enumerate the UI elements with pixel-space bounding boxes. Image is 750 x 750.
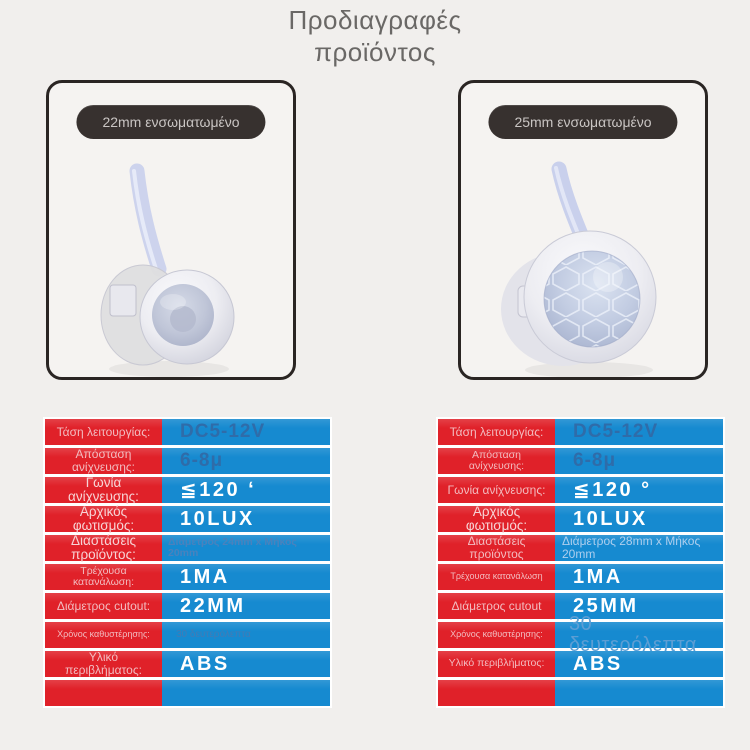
pir-sensor-22mm-image: [100, 163, 235, 377]
size-badge-25mm: 25mm ενσωματωμένο: [488, 105, 678, 139]
page-title: Προδιαγραφές προϊόντος: [0, 5, 750, 68]
spec-label: Χρόνος καθυστέρησης:: [45, 622, 162, 648]
spec-row: Τάση λειτουργίας: DC5-12V: [45, 419, 330, 445]
spec-label: Αρχικός φωτισμός:: [45, 504, 162, 533]
spec-label: Διαστάσεις προϊόντος:: [45, 533, 162, 562]
spec-row: [45, 680, 330, 706]
spec-value: ≦120 °: [555, 477, 723, 503]
spec-row: Χρόνος καθυστέρησης: 30 δευτερόλεπτα: [45, 622, 330, 648]
spec-row: Διαστάσεις προϊόντος: Διάμετρος 24mm x Μή…: [45, 533, 330, 562]
spec-label: [438, 680, 555, 706]
spec-value: 1MA: [162, 564, 330, 590]
spec-row: Υλικό περιβλήματος: ABS: [45, 651, 330, 677]
spec-value: 22MM: [162, 593, 330, 619]
spec-label: [45, 680, 162, 706]
spec-label: Γωνία ανίχνευσης:: [438, 477, 555, 503]
spec-label: Γωνία ανίχνευσης:: [45, 475, 162, 504]
pir-sensor-25mm-image: [501, 161, 657, 377]
size-badge-22mm: 22mm ενσωματωμένο: [76, 105, 266, 139]
spec-value: DC5-12V: [555, 419, 723, 445]
spec-value: DC5-12V: [162, 419, 330, 445]
page-title-line1: Προδιαγραφές: [288, 5, 462, 35]
spec-label: Τάση λειτουργίας:: [45, 419, 162, 445]
product-photo-22mm: [49, 83, 293, 377]
spec-value: ABS: [555, 651, 723, 677]
spec-value: 10LUX: [555, 506, 723, 532]
spec-label: Απόσταση ανίχνευσης:: [45, 448, 162, 474]
product-photo-25mm: [461, 83, 705, 377]
spec-label: Υλικό περιβλήματος:: [438, 651, 555, 677]
product-card-22mm: 22mm ενσωματωμένο: [46, 80, 296, 380]
spec-label: Χρόνος καθυστέρησης:: [438, 622, 555, 648]
spec-label: Υλικό περιβλήματος:: [45, 651, 162, 677]
spec-value: Διάμετρος 28mm x Μήκος 20mm: [555, 535, 723, 561]
spec-label: Απόσταση ανίχνευσης:: [438, 448, 555, 474]
spec-row: [438, 680, 723, 706]
spec-value: [162, 680, 330, 706]
page-title-line2: προϊόντος: [314, 36, 436, 67]
spec-label: Τάση λειτουργίας:: [438, 419, 555, 445]
spec-row: Υλικό περιβλήματος: ABS: [438, 651, 723, 677]
spec-row: Τάση λειτουργίας: DC5-12V: [438, 419, 723, 445]
spec-value: 6-8μ: [162, 448, 330, 474]
spec-row: Τρέχουσα κατανάλωση: 1MA: [45, 564, 330, 590]
spec-row: Διάμετρος cutout: 22MM: [45, 593, 330, 619]
spec-label: Τρέχουσα κατανάλωση: [438, 564, 555, 590]
spec-row: Αρχικός φωτισμός: 10LUX: [45, 504, 330, 533]
spec-label: Διαστάσεις προϊόντος: [438, 535, 555, 561]
spec-value: 10LUX: [162, 506, 330, 532]
spec-label: Διάμετρος cutout: [438, 593, 555, 619]
spec-value: 1MA: [555, 564, 723, 590]
product-card-25mm: 25mm ενσωματωμένο: [458, 80, 708, 380]
spec-row: Απόσταση ανίχνευσης: 6-8μ: [438, 448, 723, 474]
spec-label: Αρχικός φωτισμός:: [438, 504, 555, 533]
spec-table-22mm: Τάση λειτουργίας: DC5-12V Απόσταση ανίχνευ…: [43, 417, 332, 708]
spec-row: Απόσταση ανίχνευσης: 6-8μ: [45, 448, 330, 474]
size-badge-22mm-label: 22mm ενσωματωμένο: [102, 114, 240, 130]
spec-row: Γωνία ανίχνευσης: ≦120 ʻ: [45, 475, 330, 504]
spec-label: Τρέχουσα κατανάλωση:: [45, 564, 162, 590]
size-badge-25mm-label: 25mm ενσωματωμένο: [514, 114, 652, 130]
spec-value: ABS: [162, 651, 330, 677]
spec-value: 30 δευτερόλεπτα: [555, 614, 723, 656]
spec-row: Αρχικός φωτισμός: 10LUX: [438, 504, 723, 533]
spec-row: Τρέχουσα κατανάλωση 1MA: [438, 564, 723, 590]
spec-value: 30 δευτερόλεπτα: [162, 622, 330, 648]
spec-row: Χρόνος καθυστέρησης: 30 δευτερόλεπτα: [438, 614, 723, 656]
spec-row: Διάμετρος cutout 25MM: [438, 593, 723, 619]
spec-row: Γωνία ανίχνευσης: ≦120 °: [438, 477, 723, 503]
spec-value: ≦120 ʻ: [162, 477, 330, 503]
spec-value: 25MM: [555, 593, 723, 619]
spec-value: [555, 680, 723, 706]
spec-label: Διάμετρος cutout:: [45, 593, 162, 619]
spec-value: 6-8μ: [555, 448, 723, 474]
spec-row: Διαστάσεις προϊόντος Διάμετρος 28mm x Μήκ…: [438, 535, 723, 561]
spec-table-25mm: Τάση λειτουργίας: DC5-12V Απόσταση ανίχνευ…: [436, 417, 725, 708]
spec-value: Διάμετρος 24mm x Μήκος 20mm: [162, 535, 330, 561]
